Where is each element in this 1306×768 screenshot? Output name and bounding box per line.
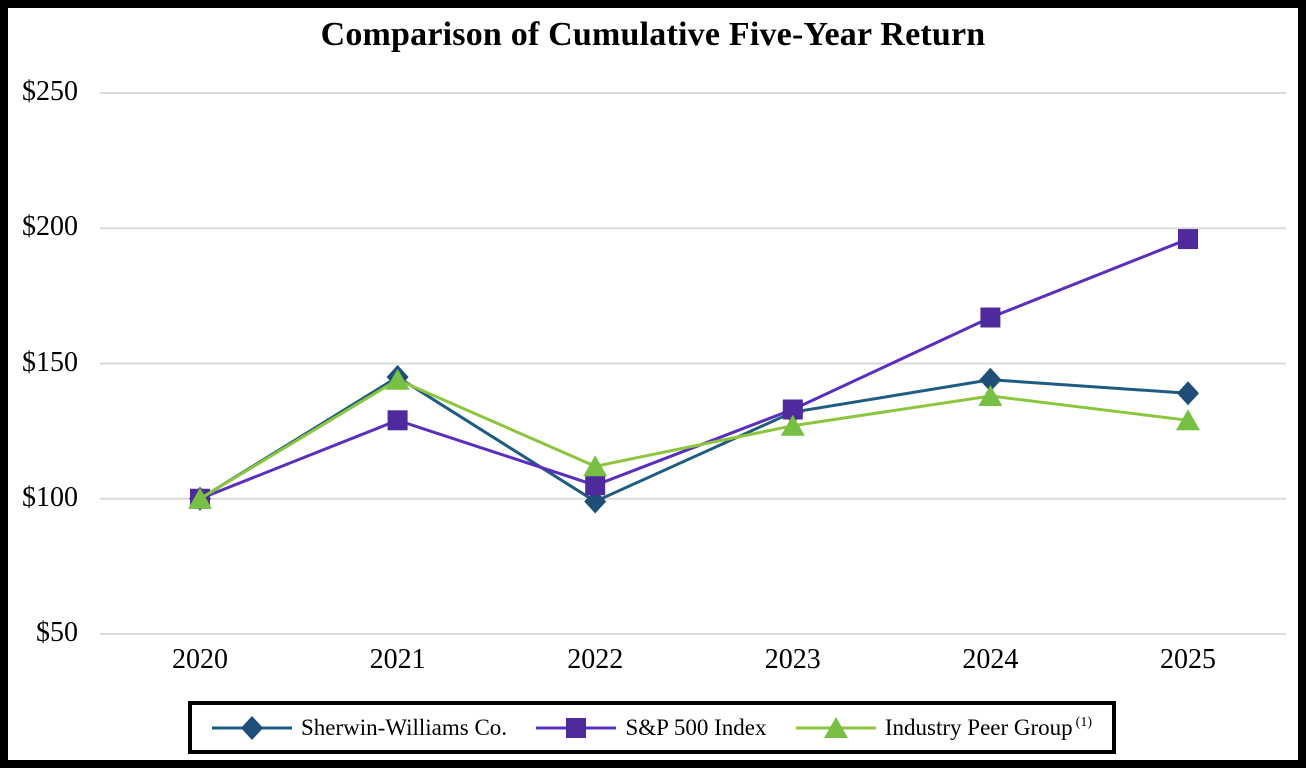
data-point-sherwin-williams-co-2022 bbox=[584, 489, 607, 514]
series-line-industry-peer-group bbox=[199, 378, 1189, 501]
data-point-s-p-500-index-2021 bbox=[387, 410, 408, 431]
legend-item-industry-peer-group: Industry Peer Group (1) bbox=[795, 714, 1092, 742]
data-point-industry-peer-group-2025 bbox=[1176, 409, 1200, 431]
legend-label: Industry Peer Group (1) bbox=[884, 714, 1092, 740]
legend-marker-square-icon bbox=[536, 717, 617, 738]
legend-label: Sherwin-Williams Co. bbox=[301, 714, 508, 740]
legend-marker-square-glyph bbox=[566, 717, 587, 738]
legend-footnote-marker: (1) bbox=[1075, 714, 1092, 730]
legend-item-s-p-500-index: S&P 500 Index bbox=[536, 714, 766, 742]
data-point-sherwin-williams-co-2024 bbox=[979, 367, 1002, 392]
data-point-industry-peer-group-2020 bbox=[188, 487, 212, 509]
x-axis-tick-label: 2024 bbox=[962, 644, 1019, 675]
series-line-sherwin-williams-co bbox=[199, 375, 1189, 504]
data-point-sherwin-williams-co-2025 bbox=[1177, 381, 1199, 406]
data-point-industry-peer-group-2023 bbox=[780, 414, 805, 436]
x-axis-tick-label: 2020 bbox=[172, 644, 228, 675]
legend: Sherwin-Williams Co. S&P 500 Index Industr… bbox=[188, 701, 1116, 754]
x-axis-tick-label: 2025 bbox=[1160, 644, 1216, 675]
x-axis-tick-label: 2023 bbox=[764, 644, 821, 675]
legend-item-sherwin-williams-co: Sherwin-Williams Co. bbox=[212, 714, 507, 742]
data-point-s-p-500-index-2025 bbox=[1178, 229, 1198, 250]
data-point-industry-peer-group-2024 bbox=[978, 384, 1003, 406]
legend-marker-diamond-glyph bbox=[241, 715, 263, 740]
y-axis-tick-label: $250 bbox=[22, 76, 78, 107]
data-point-industry-peer-group-2021 bbox=[385, 368, 410, 390]
legend-marker-diamond-icon bbox=[212, 715, 292, 740]
legend-marker-triangle-glyph bbox=[823, 716, 848, 738]
y-axis-tick-label: $150 bbox=[22, 346, 78, 378]
y-axis-tick-label: $50 bbox=[36, 617, 78, 648]
legend-marker-triangle-icon bbox=[795, 716, 876, 738]
data-point-s-p-500-index-2022 bbox=[585, 475, 606, 496]
legend-label: S&P 500 Index bbox=[625, 714, 767, 740]
data-point-industry-peer-group-2022 bbox=[583, 455, 608, 477]
x-axis-tick-label: 2021 bbox=[369, 644, 426, 675]
data-point-s-p-500-index-2024 bbox=[980, 307, 1001, 328]
data-point-s-p-500-index-2023 bbox=[782, 399, 803, 420]
x-axis-tick-label: 2022 bbox=[567, 644, 624, 675]
chart-title: Comparison of Cumulative Five-Year Retur… bbox=[320, 16, 986, 53]
y-axis-tick-label: $200 bbox=[22, 211, 78, 243]
y-axis-tick-label: $100 bbox=[22, 481, 78, 513]
series-line-s-p-500-index bbox=[199, 237, 1189, 501]
